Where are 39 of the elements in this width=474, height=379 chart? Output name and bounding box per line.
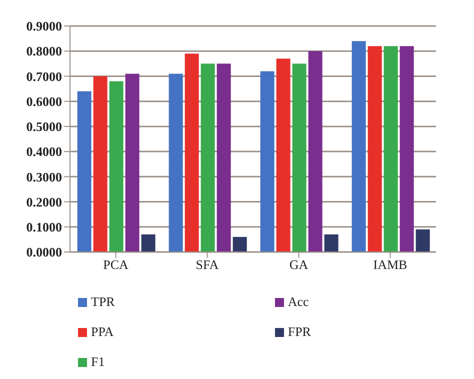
x-tick-label: PCA (103, 257, 129, 272)
bar (232, 236, 247, 252)
legend-label: F1 (91, 354, 105, 370)
bar (168, 74, 183, 252)
legend-label: FPR (288, 324, 311, 340)
x-tick-label: IAMB (373, 257, 408, 272)
y-tick-label: 0.0000 (26, 244, 62, 260)
bar (308, 51, 322, 252)
x-tick-label: GA (289, 257, 309, 272)
bar (324, 234, 338, 252)
y-tick-label: 0.8000 (26, 44, 62, 59)
y-tick-label: 0.3000 (26, 169, 62, 184)
bar (77, 91, 92, 252)
bar (260, 71, 274, 252)
bar (141, 234, 156, 252)
y-tick-label: 0.2000 (26, 194, 62, 210)
bar (276, 58, 290, 252)
legend-label: Acc (288, 294, 309, 310)
y-tick-label: 0.5000 (26, 119, 62, 134)
bar (368, 46, 382, 252)
bar (292, 64, 306, 252)
bar (400, 46, 414, 252)
y-tick-label: 0.6000 (26, 94, 62, 109)
bar (184, 54, 199, 252)
bar (200, 64, 215, 252)
y-tick-label: 0.4000 (26, 144, 62, 160)
legend-label: PPA (91, 324, 114, 340)
bar (416, 229, 430, 252)
legend-label: TPR (91, 294, 115, 310)
bar (109, 81, 124, 252)
y-tick-label: 0.9000 (26, 18, 62, 34)
bar (352, 41, 366, 252)
bar (216, 64, 231, 252)
bar (93, 76, 108, 252)
y-tick-label: 0.1000 (26, 220, 62, 235)
y-tick-label: 0.7000 (26, 68, 62, 84)
bar (384, 46, 398, 252)
bar (125, 74, 140, 252)
x-tick-label: SFA (196, 257, 220, 272)
